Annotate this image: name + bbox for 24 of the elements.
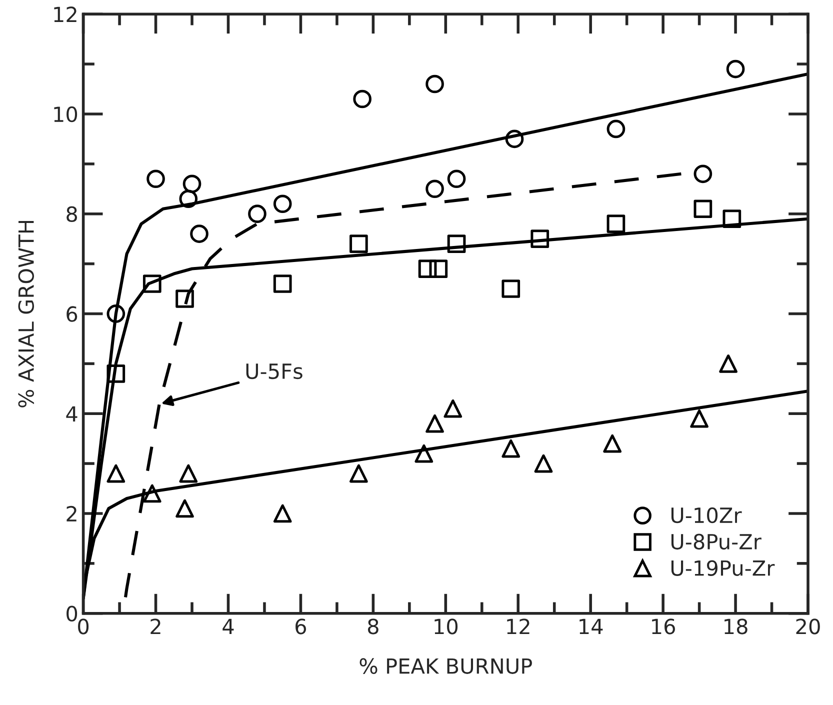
- legend-label: U-10Zr: [671, 507, 742, 524]
- legend-label: U-19Pu-Zr: [671, 560, 775, 576]
- x-tick-label: 6: [296, 618, 306, 634]
- y-tick-label: 6: [66, 306, 78, 322]
- x-tick-label: 14: [580, 618, 603, 634]
- x-tick-label: 20: [796, 618, 820, 634]
- x-tick-label: 2: [150, 618, 160, 634]
- x-tick-label: 18: [724, 618, 748, 634]
- y-tick-label: 2: [66, 506, 76, 522]
- x-tick-label: 8: [368, 618, 378, 634]
- y-tick-label: 4: [66, 406, 78, 422]
- y-tick-label: 10: [54, 106, 78, 122]
- x-tick-label: 0: [78, 618, 89, 634]
- y-tick-label: 0: [66, 606, 78, 622]
- x-tick-label: 16: [652, 618, 676, 634]
- y-tick-label: 12: [54, 6, 76, 22]
- y-axis-title: % AXIAL GROWTH: [18, 220, 34, 408]
- x-tick-label: 4: [222, 618, 234, 634]
- legend-label: U-8Pu-Zr: [671, 534, 762, 550]
- annotation: U-5Fs: [246, 364, 302, 380]
- y-tick-label: 8: [66, 206, 78, 222]
- x-tick-label: 10: [434, 618, 458, 634]
- x-tick-label: 12: [507, 618, 530, 634]
- x-axis-title: % PEAK BURNUP: [360, 658, 532, 674]
